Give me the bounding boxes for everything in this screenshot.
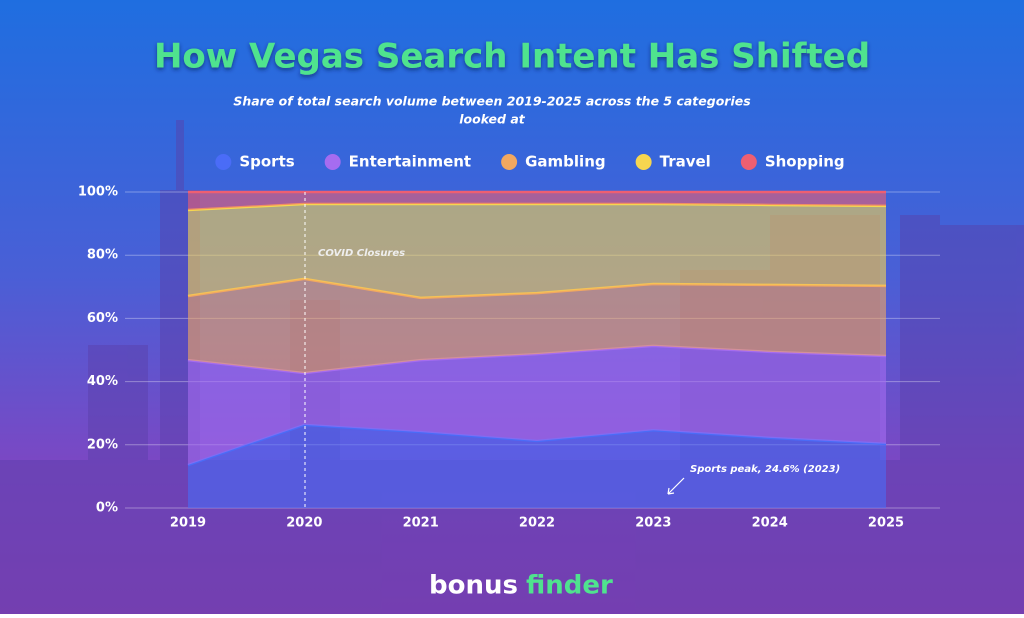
y-tick-label: 0% xyxy=(96,501,118,516)
area xyxy=(188,424,886,508)
legend-label: Sports xyxy=(239,153,294,171)
x-tick-label: 2021 xyxy=(403,516,439,531)
logo: finder xyxy=(526,571,613,601)
annotation: Sports peak, 24.6% (2023) xyxy=(690,464,840,475)
area xyxy=(188,204,886,298)
x-tick-label: 2019 xyxy=(170,516,206,531)
legend-marker xyxy=(501,154,518,170)
legend-marker xyxy=(324,154,341,170)
subtitle: looked at xyxy=(459,112,526,127)
x-tick-label: 2024 xyxy=(752,516,788,531)
y-tick-label: 80% xyxy=(87,248,118,263)
area xyxy=(188,278,886,374)
annotation: COVID Closures xyxy=(318,248,405,259)
x-tick-label: 2023 xyxy=(635,516,671,531)
subtitle: Share of total search volume between 201… xyxy=(233,94,750,109)
annotation-arrow xyxy=(667,487,675,495)
legend-label: Entertainment xyxy=(349,153,471,171)
annotation-arrow xyxy=(667,477,685,495)
y-tick-label: 60% xyxy=(87,311,118,326)
y-tick-label: 100% xyxy=(78,185,118,200)
x-tick-label: 2022 xyxy=(519,516,555,531)
y-tick-label: 20% xyxy=(87,437,118,452)
legend-label: Travel xyxy=(660,153,711,171)
y-tick-label: 40% xyxy=(87,374,118,389)
legend-label: Shopping xyxy=(765,153,845,171)
legend-marker xyxy=(215,154,232,170)
legend-label: Gambling xyxy=(525,153,606,171)
x-tick-label: 2025 xyxy=(868,516,904,531)
legend-marker xyxy=(635,154,652,170)
chart-title: How Vegas Search Intent Has Shifted xyxy=(154,37,870,77)
area xyxy=(188,345,886,466)
logo: bonus xyxy=(429,571,518,601)
legend-marker xyxy=(740,154,757,170)
area xyxy=(188,192,886,211)
x-tick-label: 2020 xyxy=(286,516,322,531)
